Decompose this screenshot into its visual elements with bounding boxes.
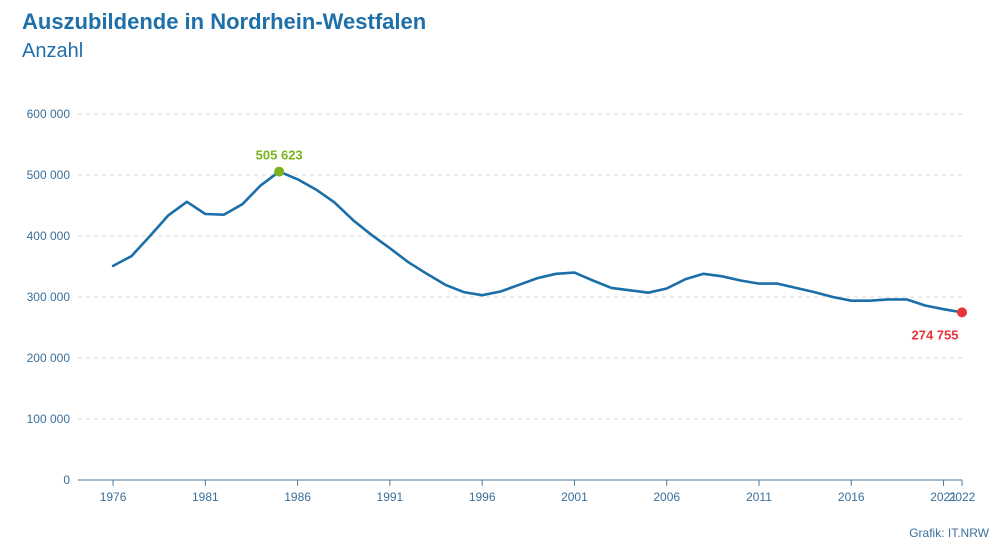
x-tick-label: 2016 xyxy=(838,490,865,504)
x-tick-label: 1991 xyxy=(377,490,404,504)
last-point-marker xyxy=(957,307,967,318)
x-tick-label: 1996 xyxy=(469,490,496,504)
annotations: 505 623 274 755 xyxy=(256,148,967,342)
y-tick-label: 400 000 xyxy=(27,229,71,243)
y-tick-label: 200 000 xyxy=(27,351,71,365)
x-tick-label: 2021 xyxy=(930,490,957,504)
series-line xyxy=(111,170,964,314)
x-tick-label: 2006 xyxy=(653,490,680,504)
gridlines xyxy=(78,113,962,420)
x-tick-label: 2001 xyxy=(561,490,588,504)
x-tick-label: 1981 xyxy=(192,490,219,504)
x-tick-label: 1976 xyxy=(100,490,127,504)
credit-label: Grafik: IT.NRW xyxy=(909,526,989,540)
chart-title: Auszubildende in Nordrhein-Westfalen xyxy=(22,9,427,34)
y-tick-label: 300 000 xyxy=(27,290,71,304)
y-tick-label: 600 000 xyxy=(27,107,71,121)
y-tick-label: 0 xyxy=(63,473,70,487)
max-value-label: 505 623 xyxy=(256,148,303,163)
y-tick-label: 100 000 xyxy=(27,412,71,426)
y-tick-label: 500 000 xyxy=(27,168,71,182)
max-point-marker xyxy=(274,166,285,177)
chart-subtitle: Anzahl xyxy=(22,40,84,62)
axes: 0 100 000 200 000 300 000 400 000 500 000 600 … xyxy=(27,107,976,504)
x-tick-label: 2011 xyxy=(746,490,772,504)
x-tick-label: 1986 xyxy=(284,490,311,504)
x-tick-label: 2022 xyxy=(949,490,976,504)
series-layer xyxy=(111,170,964,314)
last-value-label: 274 755 xyxy=(912,327,959,342)
